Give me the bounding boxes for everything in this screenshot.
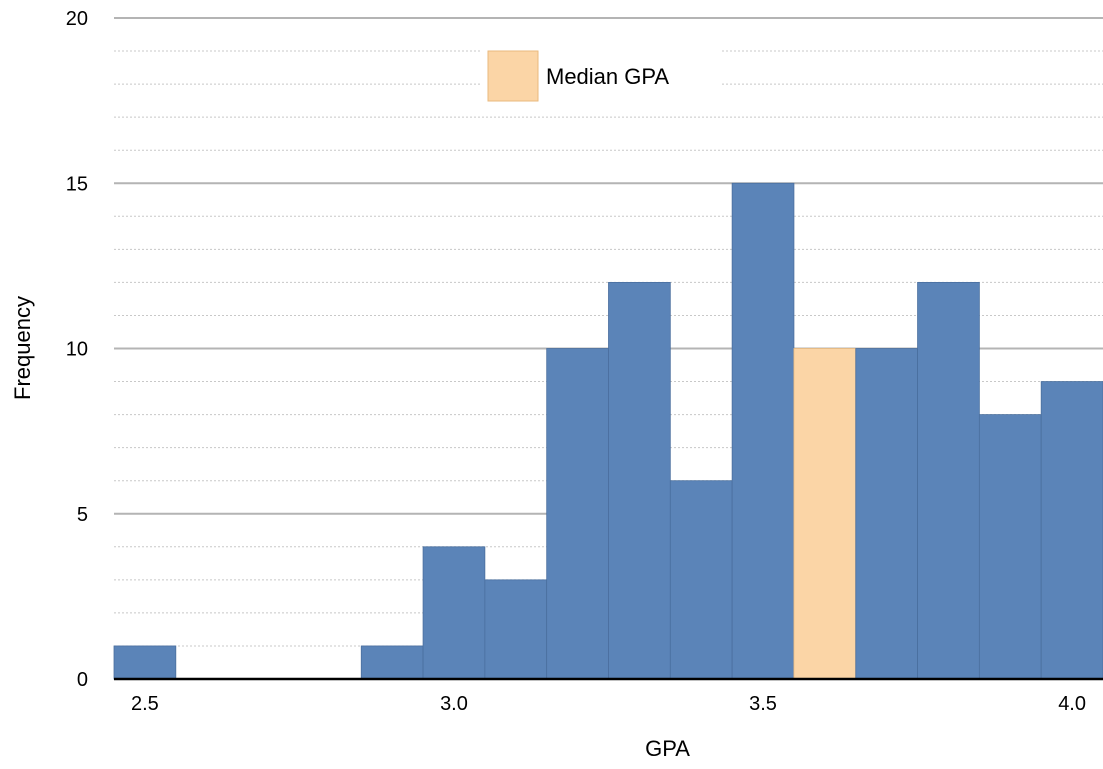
y-tick-label: 5	[77, 504, 88, 526]
y-tick-label: 15	[66, 173, 88, 195]
bar	[422, 546, 486, 680]
x-tick-label: 2.5	[131, 693, 159, 715]
x-tick-label: 4.0	[1058, 693, 1086, 715]
bar	[484, 579, 548, 680]
bar	[546, 348, 609, 680]
x-tick-label: 3.0	[440, 693, 468, 715]
bar	[731, 182, 795, 680]
bar	[1040, 381, 1103, 680]
y-tick-label: 10	[66, 339, 88, 361]
bars	[113, 182, 1103, 680]
legend: Median GPA	[480, 46, 720, 106]
bar	[360, 645, 424, 680]
y-tick-label: 20	[66, 8, 88, 30]
bar	[978, 414, 1042, 680]
x-axis-label: GPA	[645, 736, 690, 761]
legend-swatch-median-gpa	[487, 50, 539, 102]
legend-label-median-gpa: Median GPA	[546, 64, 669, 89]
bar	[608, 281, 671, 680]
bar	[669, 480, 733, 680]
bar	[917, 281, 980, 680]
x-tick-labels: 2.5 3.0 3.5 4.0	[131, 693, 1086, 715]
bar	[113, 645, 177, 680]
bar-median	[793, 348, 857, 680]
y-tick-labels: 0 5 10 15 20	[66, 8, 88, 691]
y-axis-label: Frequency	[10, 296, 35, 400]
x-tick-label: 3.5	[749, 693, 777, 715]
bar	[855, 348, 918, 680]
y-tick-label: 0	[77, 669, 88, 691]
